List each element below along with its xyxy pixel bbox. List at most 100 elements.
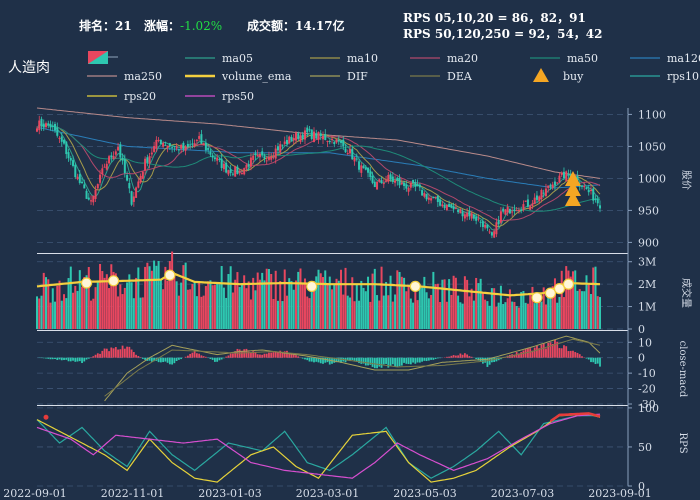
macd-hist-bar <box>371 357 374 367</box>
candle-body <box>126 175 129 181</box>
ma50-line <box>36 123 601 212</box>
volume-bar <box>99 263 102 329</box>
rps50-line <box>36 413 601 479</box>
macd-hist-bar <box>297 356 300 358</box>
candle-body <box>385 180 388 182</box>
macd-hist-bar <box>349 357 351 362</box>
macd-hist-bar <box>477 357 480 361</box>
candle-body <box>276 146 279 151</box>
macd-hist-bar <box>137 355 140 358</box>
candle-body <box>432 197 435 199</box>
volume-bar <box>132 298 135 329</box>
macd-hist-bar <box>358 357 360 364</box>
macd-hist-bar <box>74 357 77 362</box>
change-label-text: 涨幅： <box>144 19 181 33</box>
volume-bar <box>171 251 174 329</box>
volume-bar <box>110 264 113 329</box>
macd-hist-bar <box>362 357 365 364</box>
volume-bar <box>90 300 93 329</box>
volume-bar <box>535 301 538 329</box>
volume-bar <box>225 297 228 329</box>
macd-hist-bar <box>229 353 232 358</box>
macd-hist-bar <box>283 351 286 358</box>
candle-body <box>112 155 115 160</box>
volume-bar <box>351 277 354 329</box>
volume-bar <box>292 289 295 329</box>
candle-body <box>90 200 93 202</box>
candle-body <box>337 139 340 142</box>
candle-body <box>547 185 550 188</box>
candle-body <box>567 174 570 176</box>
candle-body <box>148 156 151 164</box>
volume-bar <box>432 271 435 329</box>
volume-bar <box>303 278 306 329</box>
macd-hist-bar <box>457 355 460 358</box>
volume-bar <box>490 288 493 329</box>
volume-bar <box>556 302 559 329</box>
volume-bar <box>407 286 410 329</box>
x-tick-label: 2023-03-01 <box>296 487 359 500</box>
candle-body <box>522 204 525 210</box>
volume-bar <box>249 299 252 329</box>
price-tick-label: 950 <box>638 204 659 217</box>
candle-body <box>553 181 556 186</box>
candle-body <box>535 195 538 200</box>
volume-bar <box>391 301 394 329</box>
candle-body <box>191 143 194 145</box>
candle-body <box>517 209 520 212</box>
macd-hist-bar <box>427 357 430 361</box>
candle-body <box>587 189 590 193</box>
candle-body <box>283 141 286 144</box>
amount-label: 成交额：14.17亿 <box>247 19 345 33</box>
candle-body <box>599 205 601 209</box>
change-value: -1.02% <box>180 19 223 33</box>
candle-body <box>184 146 187 151</box>
candle-body <box>234 166 237 177</box>
candle-body <box>96 184 99 189</box>
macd-hist-bar <box>85 357 88 360</box>
volume-bar <box>175 281 178 329</box>
candle-body <box>117 147 120 151</box>
rps-tick-label: 50 <box>638 441 652 454</box>
macd-hist-bar <box>268 352 270 358</box>
candle-body <box>47 123 50 126</box>
volume-bar <box>69 266 72 329</box>
macd-dea-line <box>104 338 601 397</box>
candle-body <box>479 221 482 223</box>
volume-bar <box>114 273 117 329</box>
volume-bar <box>265 268 268 329</box>
candle-body <box>317 132 320 140</box>
volume-bar <box>123 287 126 329</box>
volume-bar <box>454 277 457 329</box>
macd-hist-bar <box>184 356 187 358</box>
candle-body <box>328 141 331 143</box>
macd-hist-bar <box>463 353 466 358</box>
macd-hist-bar <box>263 353 266 358</box>
macd-hist-bar <box>277 352 279 358</box>
macd-hist-bar <box>554 339 556 358</box>
volume-bar <box>299 268 302 329</box>
candle-body <box>290 136 293 141</box>
volume-bar <box>322 277 325 329</box>
candle-body <box>81 181 84 184</box>
macd-hist-bar <box>378 357 381 367</box>
candle-body <box>493 231 496 238</box>
candle-body <box>218 158 221 160</box>
macd-hist-bar <box>148 357 151 361</box>
candle-body <box>155 139 158 149</box>
candle-body <box>265 160 268 162</box>
volume-bar <box>83 276 86 329</box>
volume-bar <box>531 286 534 329</box>
candle-body <box>56 127 59 136</box>
macd-hist-bar <box>117 349 119 358</box>
volume-bar <box>529 293 532 329</box>
volume-bar <box>234 279 237 329</box>
volume-bar <box>103 277 106 329</box>
macd-hist-bar <box>385 357 387 364</box>
volume-bar <box>42 272 45 329</box>
rps-line-2: RPS 50,120,250 = 92，54，42 <box>403 27 603 41</box>
candle-body <box>225 162 228 173</box>
volume-bar <box>144 266 147 329</box>
candle-body <box>470 213 473 219</box>
candle-body <box>430 198 433 201</box>
